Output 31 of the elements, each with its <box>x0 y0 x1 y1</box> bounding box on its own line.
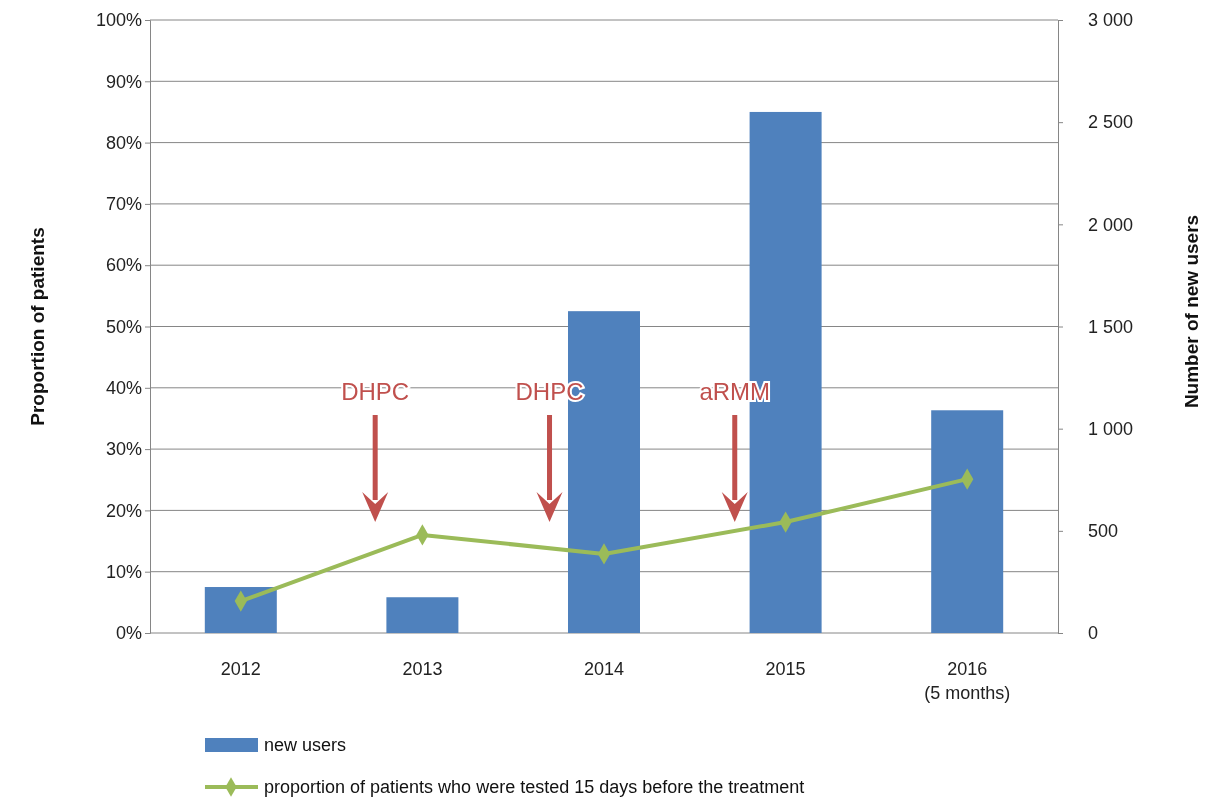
y-tick-label: 70% <box>105 194 142 215</box>
legend-label: new users <box>264 735 347 755</box>
y-tick-label: 90% <box>105 71 142 92</box>
x-tick-label: 2013 <box>402 659 443 679</box>
legend-label: proportion of patients who were tested 15 days before the treatment <box>264 777 805 797</box>
y-tick-label: 20% <box>105 500 142 521</box>
y2-tick-label: 0 <box>1088 623 1099 644</box>
y-tick-label: 0% <box>115 623 142 644</box>
y2-tick-label: 2 500 <box>1088 112 1134 133</box>
bar <box>931 410 1004 633</box>
y-tick-label: 40% <box>105 378 142 399</box>
x-tick-label: 2012 <box>220 659 261 679</box>
y-tick-label: 60% <box>105 255 142 276</box>
y-tick-label: 10% <box>105 561 142 582</box>
y2-tick-label: 1 500 <box>1088 316 1134 337</box>
bar <box>386 597 459 633</box>
bar <box>204 587 277 633</box>
y-axis-title: Proportion of patients <box>27 227 48 426</box>
annotation: DHPC <box>341 378 410 405</box>
x-tick-label: 2015 <box>765 659 806 679</box>
y2-tick-label: 1 000 <box>1088 418 1134 439</box>
x-tick-label: 2016 (5 months) <box>924 659 1011 703</box>
y-tick-label: 50% <box>105 316 142 337</box>
y2-tick-label: 500 <box>1088 521 1119 542</box>
y-tick-label: 30% <box>105 439 142 460</box>
y-tick-label: 100% <box>95 10 142 31</box>
y2-axis-title: Number of new users <box>1181 214 1202 409</box>
y2-tick-label: 3 000 <box>1088 10 1134 31</box>
x-tick-label: 2014 <box>583 659 625 679</box>
y-tick-label: 80% <box>105 132 142 153</box>
y2-tick-label: 2 000 <box>1088 214 1134 235</box>
